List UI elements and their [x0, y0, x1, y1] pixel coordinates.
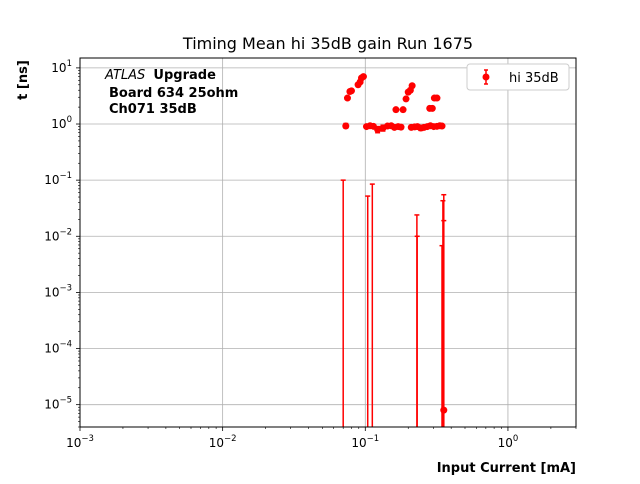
data-point — [438, 122, 446, 130]
chart-title: Timing Mean hi 35dB gain Run 1675 — [182, 34, 473, 53]
x-tick-label-exponent: −1 — [367, 434, 380, 444]
y-tick-label: 10−4 — [44, 340, 72, 356]
data-point — [342, 122, 350, 130]
data-point — [359, 73, 367, 81]
y-tick-label: 10−5 — [44, 396, 72, 412]
y-tick-label: 100 — [51, 115, 72, 131]
y-tick-label-exponent: −4 — [59, 340, 72, 350]
y-tick-label: 101 — [51, 59, 72, 75]
data-point — [347, 87, 355, 95]
data-point — [343, 94, 351, 102]
plot-frame — [79, 57, 577, 428]
x-tick-label: 10−1 — [351, 434, 379, 450]
y-tick-label-base: 10 — [44, 173, 59, 187]
legend-box — [466, 63, 570, 91]
data-layer — [340, 73, 448, 427]
ticks-layer: 10−3 10−2 10−1 10010−510−410−310−210−110010… — [44, 59, 577, 450]
svg-text:ATLAS Upgrade: ATLAS Upgrade — [104, 68, 216, 83]
x-tick-label-exponent: 0 — [513, 434, 518, 444]
x-tick-label: 10−3 — [66, 434, 94, 450]
y-tick-label-base: 10 — [44, 229, 59, 243]
data-point — [374, 125, 382, 133]
data-point — [392, 106, 400, 114]
data-point — [402, 95, 410, 103]
x-tick-label-base: 10 — [66, 436, 81, 450]
y-tick-label-exponent: −1 — [59, 171, 72, 181]
y-tick-label-base: 10 — [51, 61, 66, 75]
data-point — [399, 106, 407, 114]
y-tick-label-exponent: 0 — [67, 115, 72, 125]
data-point — [433, 94, 441, 102]
y-tick-label-exponent: −2 — [59, 227, 72, 237]
legend-marker — [482, 73, 490, 81]
legend-label: hi 35dB — [509, 71, 559, 86]
annotation-atlas: ATLAS — [104, 68, 145, 83]
y-tick-label: 10−1 — [44, 171, 72, 187]
y-tick-label-exponent: −3 — [59, 283, 72, 293]
data-point — [440, 406, 448, 414]
data-point — [428, 104, 436, 112]
x-tick-label-base: 10 — [209, 436, 224, 450]
annotation-board: Board 634 25ohm — [109, 86, 238, 101]
y-axis-label: t [ns] — [16, 60, 31, 100]
y-tick-label: 10−3 — [44, 283, 72, 299]
y-tick-label: 10−2 — [44, 227, 72, 243]
y-tick-label-base: 10 — [44, 285, 59, 299]
data-point — [408, 82, 416, 90]
y-tick-label-base: 10 — [44, 398, 59, 412]
y-tick-label-base: 10 — [51, 117, 66, 131]
legend: hi 35dB — [466, 63, 570, 91]
annotation-channel: Ch071 35dB — [109, 102, 197, 117]
x-tick-label: 100 — [498, 434, 519, 450]
atlas-annotation: ATLAS Upgrade Board 634 25ohm Ch071 35dB — [104, 68, 238, 117]
x-axis-label: Input Current [mA] — [437, 461, 576, 476]
x-tick-label-base: 10 — [498, 436, 513, 450]
y-tick-label-base: 10 — [44, 342, 59, 356]
x-tick-label: 10−2 — [209, 434, 237, 450]
x-tick-label-exponent: −3 — [81, 434, 94, 444]
annotation-upgrade: Upgrade — [153, 68, 216, 83]
data-point — [397, 123, 405, 131]
y-tick-label-exponent: −5 — [59, 396, 72, 406]
y-tick-label-exponent: 1 — [67, 59, 72, 69]
x-tick-label-exponent: −2 — [224, 434, 237, 444]
x-tick-label-base: 10 — [351, 436, 366, 450]
